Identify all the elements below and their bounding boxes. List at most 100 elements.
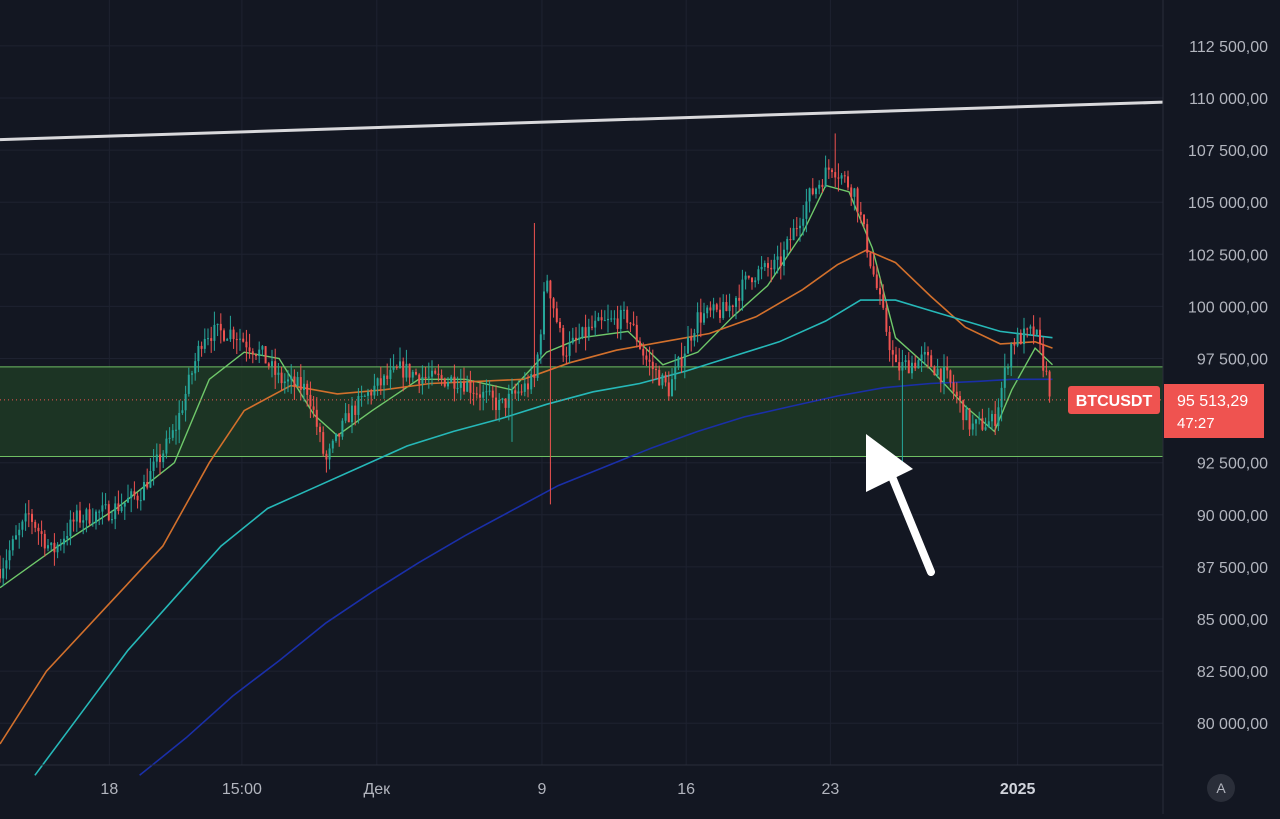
candle-body bbox=[757, 269, 760, 281]
candle-body bbox=[363, 395, 366, 397]
candle-body bbox=[149, 471, 152, 488]
candle-body bbox=[261, 346, 264, 350]
candle-body bbox=[815, 188, 817, 195]
price-axis[interactable]: 112 500,00 110 000,00 107 500,00 105 000,00… bbox=[1188, 39, 1268, 733]
candle-body bbox=[616, 318, 619, 329]
candle-body bbox=[341, 420, 344, 437]
candle-body bbox=[751, 277, 753, 283]
candle-body bbox=[719, 309, 721, 318]
candle-body bbox=[479, 394, 481, 398]
candle-body bbox=[309, 394, 312, 407]
candle-body bbox=[143, 481, 145, 501]
candle-body bbox=[216, 323, 219, 325]
candle-body bbox=[824, 167, 827, 187]
candle-body bbox=[565, 355, 568, 357]
candle-body bbox=[162, 453, 165, 463]
candle-body bbox=[715, 304, 718, 310]
arrow-head[interactable] bbox=[866, 434, 913, 492]
candle-body bbox=[930, 355, 933, 367]
candle-body bbox=[738, 297, 741, 301]
candle-body bbox=[50, 542, 53, 546]
candle-body bbox=[639, 341, 641, 349]
candle-body bbox=[248, 347, 251, 352]
trendline-segment[interactable] bbox=[0, 100, 1164, 142]
arrow-shaft[interactable] bbox=[882, 458, 935, 576]
candle-body bbox=[770, 267, 773, 270]
candle-body bbox=[843, 175, 846, 177]
candle-body bbox=[600, 317, 603, 321]
candle-body bbox=[85, 509, 88, 521]
candle-body bbox=[255, 354, 257, 357]
candle-body bbox=[863, 214, 865, 225]
candle-body bbox=[373, 385, 376, 396]
candle-body bbox=[24, 513, 27, 522]
candle-body bbox=[783, 249, 785, 266]
candle-body bbox=[968, 408, 971, 430]
candle-body bbox=[514, 390, 517, 394]
candle-body bbox=[1032, 326, 1035, 335]
annotation-arrow[interactable] bbox=[866, 434, 935, 576]
candle-body bbox=[440, 375, 443, 379]
candle-body bbox=[1007, 367, 1009, 369]
candle-body bbox=[959, 396, 961, 401]
candle-body bbox=[322, 432, 325, 454]
candle-body bbox=[2, 568, 5, 579]
candle-body bbox=[811, 188, 814, 195]
candle-body bbox=[907, 360, 910, 374]
last-price-value: 95 513,29 bbox=[1177, 393, 1248, 410]
candle-body bbox=[437, 373, 440, 376]
candle-body bbox=[523, 383, 526, 392]
candle-body bbox=[447, 382, 449, 387]
candle-body bbox=[152, 461, 155, 472]
candle-body bbox=[709, 307, 712, 311]
candle-body bbox=[495, 397, 497, 411]
time-tick-label: 16 bbox=[677, 781, 695, 798]
time-tick-label: 9 bbox=[538, 781, 547, 798]
candle-body bbox=[882, 294, 885, 308]
time-tick-label: 2025 bbox=[1000, 781, 1036, 798]
candle-body bbox=[799, 225, 801, 229]
candle-body bbox=[658, 369, 661, 386]
candle-body bbox=[808, 188, 811, 202]
candle-body bbox=[648, 359, 651, 362]
trendline[interactable] bbox=[0, 100, 1164, 142]
candle-body bbox=[981, 418, 984, 430]
time-axis[interactable]: 18 15:00 Дек 9 16 23 2025 bbox=[100, 781, 1035, 798]
candle-body bbox=[232, 329, 235, 340]
candles bbox=[0, 133, 1051, 587]
candle-body bbox=[175, 429, 177, 431]
candle-body bbox=[43, 533, 46, 549]
candle-body bbox=[651, 361, 654, 370]
candle-body bbox=[920, 354, 923, 361]
auto-scale-button[interactable]: A bbox=[1207, 774, 1235, 802]
candle-body bbox=[927, 351, 929, 356]
candle-body bbox=[1048, 371, 1051, 397]
candle-body bbox=[331, 440, 334, 449]
candle-body bbox=[392, 366, 395, 370]
candle-body bbox=[831, 169, 833, 173]
candle-body bbox=[18, 529, 21, 536]
candle-body bbox=[667, 382, 670, 397]
candle-body bbox=[347, 413, 350, 423]
candle-body bbox=[1029, 326, 1032, 329]
candle-body bbox=[984, 427, 987, 430]
candle-body bbox=[127, 498, 129, 503]
candle-body bbox=[95, 511, 97, 523]
candle-body bbox=[581, 327, 584, 338]
candle-body bbox=[1035, 329, 1038, 335]
candle-body bbox=[587, 326, 590, 338]
candle-body bbox=[427, 376, 430, 378]
time-tick-label: 15:00 bbox=[222, 781, 262, 798]
candle-body bbox=[696, 312, 699, 334]
candle-body bbox=[610, 318, 613, 320]
candle-body bbox=[975, 419, 977, 424]
time-tick-label: 23 bbox=[821, 781, 839, 798]
candle-body bbox=[453, 376, 456, 389]
candle-body bbox=[229, 329, 232, 340]
candle-body bbox=[344, 413, 347, 421]
price-tick-label: 97 500,00 bbox=[1197, 352, 1268, 369]
candle-body bbox=[463, 382, 465, 392]
candle-body bbox=[818, 184, 821, 189]
